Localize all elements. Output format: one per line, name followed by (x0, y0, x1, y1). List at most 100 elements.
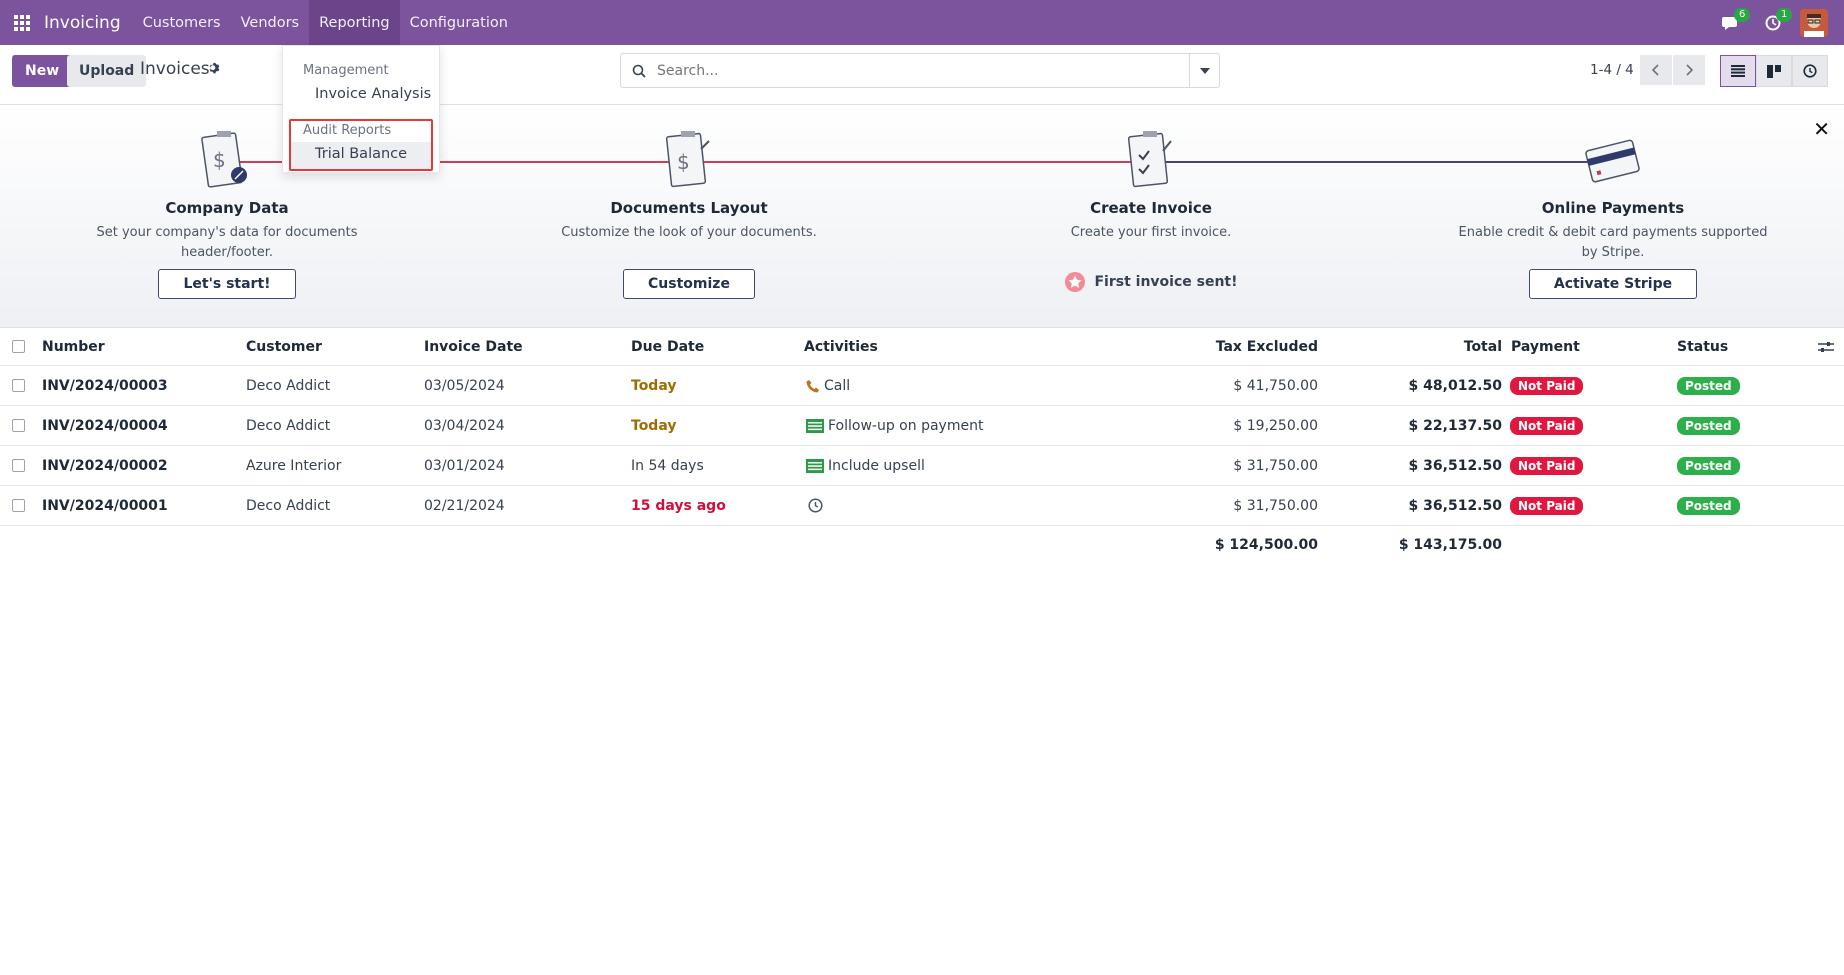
column-number[interactable]: Number (42, 338, 105, 355)
column-invoice-date[interactable]: Invoice Date (424, 338, 523, 355)
customer-name: Deco Addict (246, 417, 331, 434)
due-date: 15 days ago (631, 497, 726, 514)
onboarding-step-company-data: $ Company Data Set your company's data f… (67, 125, 387, 299)
total: $ 22,137.50 (1408, 417, 1502, 434)
messages-button[interactable]: 6 (1710, 0, 1752, 45)
chevron-left-icon (1652, 64, 1659, 76)
status-badge: Posted (1677, 416, 1740, 435)
invoice-number: INV/2024/00004 (42, 417, 168, 434)
kanban-view-button[interactable] (1756, 55, 1792, 87)
table-row[interactable]: INV/2024/00003 Deco Addict 03/05/2024 To… (0, 366, 1844, 406)
tax-excluded: $ 31,750.00 (1233, 457, 1318, 474)
activity-label: Call (824, 377, 851, 394)
activity-cell[interactable]: Include upsell (806, 446, 925, 485)
table-row[interactable]: INV/2024/00004 Deco Addict 03/04/2024 To… (0, 406, 1844, 446)
column-activities[interactable]: Activities (804, 338, 878, 355)
search-icon (621, 64, 657, 78)
upload-button[interactable]: Upload (67, 55, 147, 87)
step-title: Company Data (165, 199, 289, 217)
lets-start-button[interactable]: Let's start! (158, 269, 296, 299)
menu-customers[interactable]: Customers (142, 14, 221, 31)
activate-stripe-button[interactable]: Activate Stripe (1528, 269, 1698, 299)
select-all-checkbox[interactable] (12, 340, 25, 353)
tax-excluded: $ 19,250.00 (1233, 417, 1318, 434)
sum-total: $ 143,175.00 (1398, 537, 1502, 553)
invoice-number: INV/2024/00003 (42, 377, 168, 394)
row-checkbox[interactable] (12, 379, 25, 392)
todo-list-icon (806, 418, 824, 433)
table-row[interactable]: INV/2024/00002 Azure Interior 03/01/2024… (0, 446, 1844, 486)
column-total[interactable]: Total (1463, 338, 1502, 355)
column-payment[interactable]: Payment (1511, 338, 1580, 355)
customize-button[interactable]: Customize (623, 269, 755, 299)
total: $ 48,012.50 (1408, 377, 1502, 394)
new-button[interactable]: New (12, 55, 73, 87)
column-status[interactable]: Status (1677, 338, 1729, 355)
menu-reporting[interactable]: Reporting (309, 0, 400, 45)
step-description: Customize the look of your documents. (561, 225, 817, 240)
chat-icon (1722, 16, 1737, 30)
phone-icon (806, 379, 819, 392)
step-title: Documents Layout (610, 199, 768, 217)
pager-next-button[interactable] (1673, 55, 1705, 85)
progress-line (700, 161, 1160, 163)
done-label: First invoice sent! (1094, 274, 1238, 290)
activity-cell[interactable] (808, 486, 823, 525)
table-header: Number Customer Invoice Date Due Date Ac… (0, 328, 1844, 366)
activity-view-button[interactable] (1792, 55, 1828, 87)
pager-value[interactable]: 1-4 / 4 (1590, 62, 1634, 78)
activity-cell[interactable]: Follow-up on payment (806, 406, 983, 445)
pager-previous-button[interactable] (1640, 55, 1672, 85)
optional-columns-icon[interactable] (1818, 328, 1834, 365)
activities-button[interactable]: 1 (1752, 0, 1794, 45)
invoice-date: 02/21/2024 (424, 497, 505, 514)
customer-name: Azure Interior (246, 457, 342, 474)
menu-configuration[interactable]: Configuration (409, 14, 508, 31)
total: $ 36,512.50 (1408, 497, 1502, 514)
search-input[interactable] (657, 62, 1189, 79)
list-view-button[interactable] (1720, 55, 1756, 87)
user-avatar[interactable] (1800, 8, 1828, 37)
svg-text:$: $ (213, 148, 226, 172)
invoice-number: INV/2024/00002 (42, 457, 168, 474)
tax-excluded: $ 41,750.00 (1233, 377, 1318, 394)
row-checkbox[interactable] (12, 419, 25, 432)
dropdown-section-management: Management (303, 63, 389, 78)
kanban-icon (1767, 64, 1781, 78)
payment-badge: Not Paid (1510, 416, 1584, 435)
close-icon[interactable]: ✕ (1813, 117, 1830, 141)
search-options-toggle[interactable] (1189, 54, 1219, 87)
customer-name: Deco Addict (246, 497, 331, 514)
payment-badge: Not Paid (1510, 496, 1584, 515)
dropdown-item-highlight (291, 142, 431, 169)
menu-vendors[interactable]: Vendors (240, 14, 300, 31)
status-badge: Posted (1677, 456, 1740, 475)
clock-icon (1765, 15, 1781, 30)
column-customer[interactable]: Customer (246, 338, 322, 355)
activity-cell[interactable]: Call (806, 366, 850, 405)
invoice-number: INV/2024/00001 (42, 497, 168, 514)
activity-label: Follow-up on payment (828, 417, 984, 434)
dropdown-item-trial-balance[interactable]: Trial Balance (315, 146, 408, 162)
payment-badge: Not Paid (1510, 456, 1584, 475)
row-checkbox[interactable] (12, 459, 25, 472)
table-row[interactable]: INV/2024/00001 Deco Addict 02/21/2024 15… (0, 486, 1844, 526)
status-badge: Posted (1677, 376, 1740, 395)
progress-line (240, 161, 700, 163)
dropdown-item-invoice-analysis[interactable]: Invoice Analysis (315, 86, 432, 102)
column-due-date[interactable]: Due Date (631, 338, 705, 355)
apps-menu-icon[interactable] (0, 0, 44, 45)
onboarding-step-online-payments: Online Payments Enable credit & debit ca… (1453, 125, 1773, 299)
search-bar[interactable] (620, 53, 1220, 88)
page-title: Invoices (140, 59, 210, 79)
top-navbar: Invoicing Customers Vendors Reporting Co… (0, 0, 1844, 45)
step-description: Set your company's data for documents he… (96, 225, 358, 260)
due-date: Today (631, 417, 677, 434)
gear-icon[interactable] (208, 62, 221, 75)
svg-text:$: $ (677, 150, 690, 174)
control-panel: New Upload Invoices 1-4 / 4 (0, 45, 1844, 105)
column-tax-excluded[interactable]: Tax Excluded (1215, 338, 1318, 355)
messages-badge: 6 (1734, 8, 1751, 22)
row-checkbox[interactable] (12, 499, 25, 512)
app-brand[interactable]: Invoicing (44, 12, 121, 33)
